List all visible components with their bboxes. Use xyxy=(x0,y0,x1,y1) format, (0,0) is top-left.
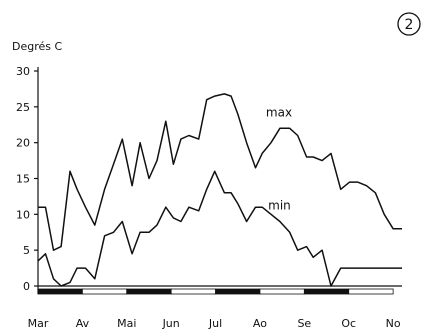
y-tick-label: 0 xyxy=(23,280,30,293)
series-label-min: min xyxy=(268,199,291,213)
bar-segment-4 xyxy=(170,288,216,295)
bottom-bars xyxy=(37,288,394,295)
x-tick-label: Jul xyxy=(208,317,222,330)
y-axis-title: Degrés C xyxy=(12,40,62,53)
y-ticks: 0 5 10 15 20 25 30 xyxy=(16,65,38,293)
bar-segment-7 xyxy=(303,288,350,295)
x-tick-label: Mai xyxy=(117,317,136,330)
figure-number-badge: 2 xyxy=(397,12,421,36)
badge-circle xyxy=(397,12,421,36)
bar-segment-5 xyxy=(215,288,261,295)
series-label-max: max xyxy=(266,105,292,119)
y-tick-label: 5 xyxy=(23,244,30,257)
y-tick-label: 15 xyxy=(16,173,30,186)
y-tick-label: 30 xyxy=(16,65,30,78)
bar-segment-8 xyxy=(348,288,394,295)
x-tick-label: Ao xyxy=(253,317,267,330)
axes xyxy=(37,67,402,294)
y-tick-label: 20 xyxy=(16,137,30,150)
x-tick-label: Av xyxy=(76,317,90,330)
bar-segment-3 xyxy=(126,288,172,295)
bar-segment-6 xyxy=(259,288,305,295)
bar-segment-2 xyxy=(81,288,128,295)
x-tick-label: Oc xyxy=(341,317,356,330)
badge-number: 2 xyxy=(405,17,414,33)
series-lines xyxy=(37,93,402,287)
y-tick-label: 10 xyxy=(16,208,30,221)
x-tick-label: No xyxy=(386,317,401,330)
x-ticks: Mar Av Mai Jun Jul Ao Se Oc No xyxy=(28,317,401,330)
series-labels: max min xyxy=(266,105,292,212)
y-tick-label: 25 xyxy=(16,101,30,114)
x-tick-label: Mar xyxy=(28,317,49,330)
series-line-min xyxy=(37,170,402,287)
series-line-max xyxy=(38,93,402,251)
x-tick-label: Se xyxy=(297,317,311,330)
x-tick-label: Jun xyxy=(162,317,180,330)
bar-segment-1 xyxy=(37,288,83,295)
